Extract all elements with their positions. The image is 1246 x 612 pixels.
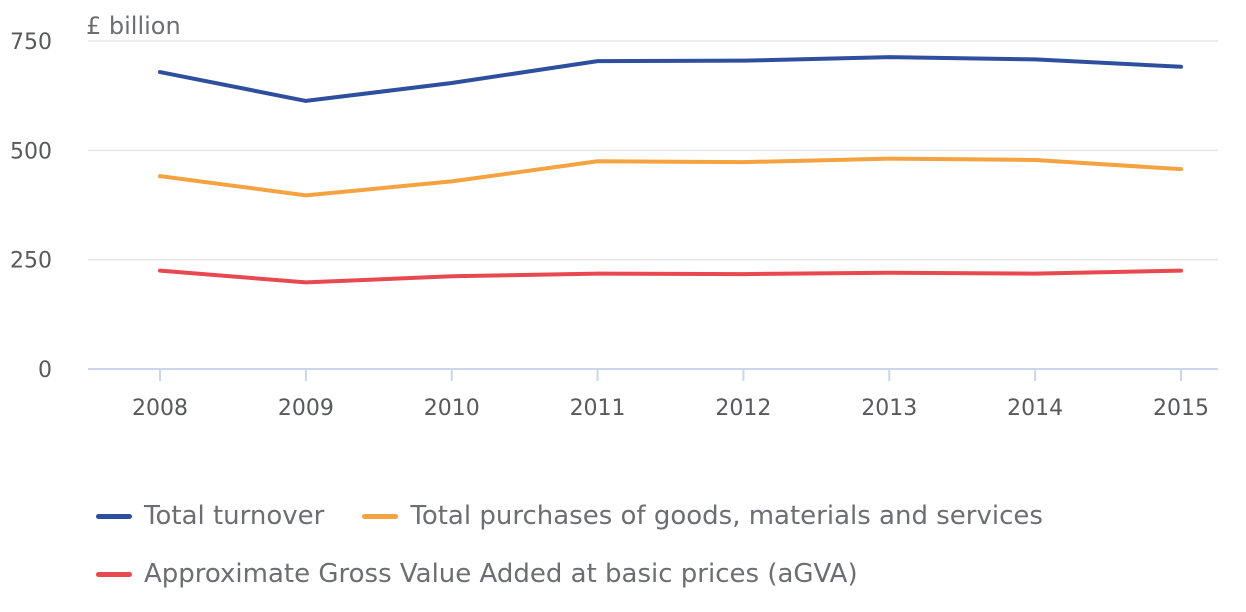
legend-row-2: Approximate Gross Value Added at basic p… xyxy=(96,554,1226,594)
y-tick-label-500: 500 xyxy=(10,139,52,164)
x-tick-label-2008: 2008 xyxy=(132,396,188,421)
series-line-1[interactable] xyxy=(158,156,1183,198)
legend-label-agva: Approximate Gross Value Added at basic p… xyxy=(144,559,858,589)
legend-item-total-purchases[interactable]: Total purchases of goods, materials and … xyxy=(362,501,1043,531)
legend-item-total-turnover[interactable]: Total turnover xyxy=(96,501,324,531)
gridlines xyxy=(88,40,1218,370)
x-axis-ticks: 2008 2009 2010 2011 2012 2013 2014 2015 xyxy=(132,369,1209,421)
x-tick-label-2011: 2011 xyxy=(570,396,626,421)
x-tick-label-2010: 2010 xyxy=(424,396,480,421)
series-line-2[interactable] xyxy=(158,268,1183,285)
y-tick-label-250: 250 xyxy=(10,249,52,274)
y-axis-unit-label: £ billion xyxy=(86,12,181,40)
legend-label-total-turnover: Total turnover xyxy=(144,501,325,531)
legend: Total turnover Total purchases of goods,… xyxy=(96,496,1226,612)
series-lines xyxy=(158,55,1183,285)
legend-row-1: Total turnover Total purchases of goods,… xyxy=(96,496,1226,536)
legend-item-agva[interactable]: Approximate Gross Value Added at basic p… xyxy=(96,559,858,589)
series-line-0[interactable] xyxy=(158,55,1183,103)
y-axis-ticks: 0 250 500 750 xyxy=(10,30,52,383)
x-tick-label-2012: 2012 xyxy=(715,396,771,421)
x-tick-label-2015: 2015 xyxy=(1153,396,1209,421)
legend-swatch-total-turnover xyxy=(96,513,132,519)
legend-swatch-agva xyxy=(96,571,132,577)
y-tick-label-0: 0 xyxy=(38,358,52,383)
legend-swatch-total-purchases xyxy=(362,513,399,519)
y-tick-label-750: 750 xyxy=(10,30,52,55)
legend-label-total-purchases: Total purchases of goods, materials and … xyxy=(410,501,1043,531)
line-chart: £ billion 0 250 500 750 2008 2009 2010 2011 201… xyxy=(10,12,1218,421)
x-tick-label-2009: 2009 xyxy=(278,396,334,421)
x-tick-label-2014: 2014 xyxy=(1007,396,1063,421)
x-tick-label-2013: 2013 xyxy=(861,396,917,421)
